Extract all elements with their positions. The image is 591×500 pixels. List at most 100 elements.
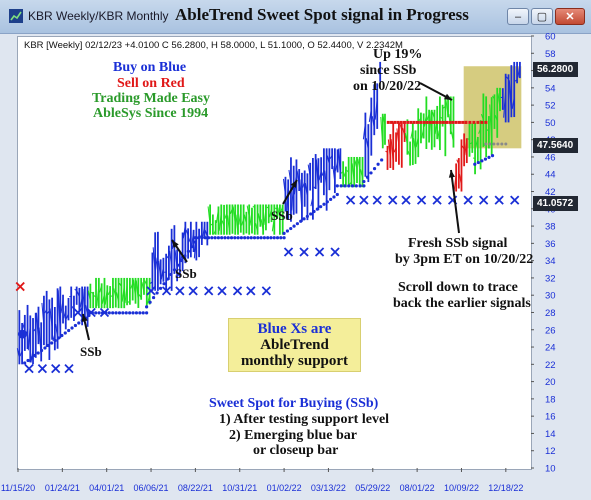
price-bar-tick — [351, 163, 355, 183]
price-bar-tick — [235, 214, 239, 235]
price-bar-tick — [340, 171, 344, 174]
close-button[interactable]: ✕ — [555, 8, 585, 25]
price-bar-tick — [116, 292, 120, 303]
maximize-button[interactable]: ▢ — [531, 8, 553, 25]
support-dot — [39, 348, 44, 353]
blue-x-monthly-support — [188, 286, 198, 296]
price-bar-tick — [282, 178, 286, 196]
blue-xs-line3: monthly support — [240, 353, 349, 369]
blue-x-monthly-support — [283, 247, 294, 257]
price-bar-tick — [160, 266, 164, 280]
blue-x-monthly-support — [204, 286, 214, 296]
support-dot — [329, 197, 333, 201]
sell-on-red-label: Sell on Red — [117, 76, 185, 91]
price-bar-tick — [475, 136, 479, 147]
price-bar-tick — [506, 76, 509, 81]
price-bar-tick — [346, 169, 350, 173]
price-bar-tick — [402, 127, 406, 137]
price-bar-tick — [458, 173, 462, 187]
blue-x-monthly-support — [217, 286, 227, 296]
price-bar-tick — [66, 313, 69, 319]
price-bar-tick — [357, 158, 361, 170]
support-dot — [210, 236, 214, 240]
support-dot — [107, 311, 111, 315]
price-bar-tick — [130, 283, 134, 289]
support-dot — [239, 236, 243, 240]
blue-x-monthly-support-stroke — [494, 195, 504, 205]
resistance-dot — [409, 120, 413, 124]
x-tick-label: 10/31/21 — [222, 483, 257, 493]
support-dot — [229, 236, 234, 240]
price-bar-tick — [503, 88, 507, 118]
price-bar-tick — [371, 116, 375, 129]
resistance-dot — [422, 120, 426, 124]
price-bar-tick — [332, 165, 336, 184]
ohlc-info-line: KBR [Weekly] 02/12/23 +4.0100 C 56.2800,… — [24, 40, 403, 51]
support-dot — [233, 236, 237, 240]
blue-x-monthly-support-stroke — [99, 307, 110, 318]
ssb-arrow-2-head — [172, 240, 179, 248]
blue-x-monthly-support-stroke — [314, 247, 325, 257]
price-bar-tick — [255, 223, 259, 233]
x-tick-label: 12/18/22 — [488, 483, 523, 493]
support-dot — [252, 236, 257, 240]
price-bar-tick — [492, 95, 495, 100]
scroll-down-label: Scroll down to trace — [398, 280, 518, 295]
support-dot — [141, 311, 145, 315]
price-bar-tick — [277, 207, 281, 221]
support-dot — [26, 358, 30, 363]
support-dot — [29, 356, 34, 360]
resistance-dot — [412, 120, 416, 124]
price-bar-tick — [263, 208, 267, 225]
price-bar-tick — [93, 295, 97, 298]
price-bar-tick — [52, 333, 56, 341]
blue-x-monthly-support-stroke — [24, 364, 34, 374]
support-dot — [56, 336, 61, 340]
blue-x-monthly-support-stroke — [161, 286, 172, 296]
minimize-button[interactable]: – — [507, 8, 529, 25]
ssb-label-3: SSb — [271, 208, 293, 223]
price-bar-tick — [249, 210, 253, 226]
price-bar-tick — [508, 80, 512, 117]
price-bar-tick — [396, 128, 400, 147]
support-dot — [94, 311, 98, 315]
resistance-dot — [415, 120, 419, 124]
y-tick-label: 50 — [545, 118, 556, 129]
x-tick-label: 06/06/21 — [134, 483, 169, 493]
price-bar-tick — [138, 294, 142, 299]
price-bar-tick — [221, 220, 225, 227]
price-bar-tick — [497, 93, 501, 109]
price-bar-tick — [210, 223, 214, 226]
price-bar-tick — [16, 348, 20, 359]
support-dot — [473, 162, 477, 166]
price-bar-tick — [410, 128, 414, 139]
support-dot — [292, 224, 296, 228]
price-bar-tick — [478, 128, 482, 134]
support-dot — [197, 236, 201, 240]
price-bar-tick — [90, 291, 94, 294]
blue-x-monthly-support — [161, 286, 172, 296]
price-bar-tick — [434, 117, 438, 135]
price-bar-tick — [35, 312, 39, 343]
blue-x-monthly-support-stroke — [372, 195, 382, 205]
support-dot — [350, 184, 355, 188]
price-bar-tick — [79, 297, 83, 308]
window-tab-title[interactable]: KBR Weekly/KBR Monthly — [28, 9, 169, 23]
blue-x-monthly-support — [463, 195, 473, 205]
y-tick-label: 52 — [545, 101, 556, 112]
ssb-label-2: SSb — [175, 266, 197, 281]
price-bar-tick — [299, 179, 303, 213]
y-tick-label: 22 — [545, 360, 556, 371]
support-dot — [53, 338, 57, 343]
mid-price-tag: 47.5640 — [533, 138, 578, 153]
support-dot — [63, 331, 67, 335]
price-bar-tick — [144, 280, 148, 287]
price-bar-tick — [241, 218, 245, 226]
price-bar-tick — [135, 280, 139, 303]
support-dot — [158, 286, 163, 290]
support-dot — [249, 236, 253, 240]
support-dot — [114, 311, 118, 315]
price-bar-tick — [274, 207, 278, 210]
